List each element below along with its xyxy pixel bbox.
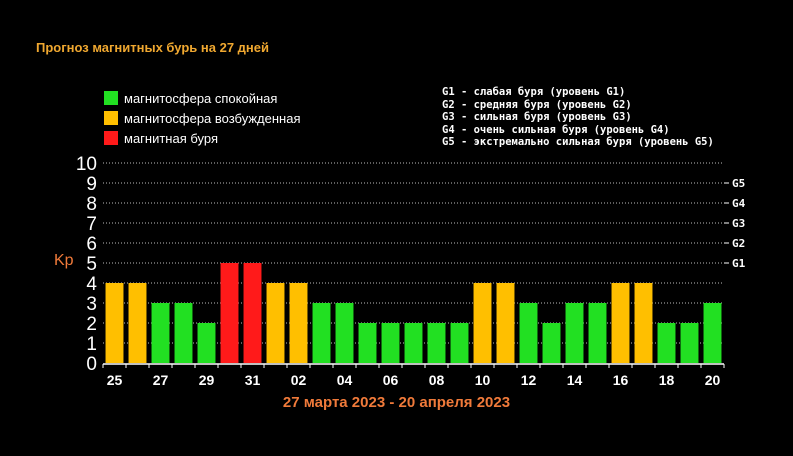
legend-item-quiet: магнитосфера спокойная (104, 88, 301, 108)
x-tick-label: 29 (199, 372, 215, 388)
bar (381, 323, 400, 363)
legend-swatch-quiet (104, 91, 118, 105)
y-tick-label: 1 (86, 334, 97, 355)
x-tick-label: 14 (567, 372, 583, 388)
bar (657, 323, 676, 363)
bar (266, 283, 285, 363)
g-legend-g1: G1 - слабая буря (уровень G1) (442, 86, 626, 98)
bar (174, 303, 193, 363)
bar (335, 303, 354, 363)
g-tick-label: G3 (732, 217, 745, 230)
status-legend: магнитосфера спокойная магнитосфера возб… (104, 88, 301, 148)
y-tick-label: 3 (86, 294, 97, 315)
g-legend-g5: G5 - экстремально сильная буря (уровень … (442, 136, 714, 148)
g-level-legend: G1 - слабая буря (уровень G1) G2 - средн… (442, 86, 714, 149)
x-tick-label: 04 (337, 372, 353, 388)
legend-swatch-excited (104, 111, 118, 125)
x-tick-label: 08 (429, 372, 445, 388)
g-legend-g4: G4 - очень сильная буря (уровень G4) (442, 123, 670, 136)
g-tick-label: G5 (732, 177, 745, 190)
bar (243, 263, 262, 363)
bar (427, 323, 446, 363)
legend-swatch-storm (104, 131, 118, 145)
x-tick-label: 02 (291, 372, 307, 388)
bar (496, 283, 515, 363)
bar (565, 303, 584, 363)
x-tick-label: 18 (659, 372, 675, 388)
y-tick-label: 10 (76, 154, 97, 175)
g-tick-label: G2 (732, 237, 745, 250)
x-tick-label: 27 (153, 372, 169, 388)
g-legend-g3: G3 - сильная буря (уровень G3) (442, 111, 632, 123)
bar (404, 323, 423, 363)
y-tick-label: 8 (86, 194, 97, 215)
bar (197, 323, 216, 363)
bar (312, 303, 331, 363)
y-axis-label: Kp (54, 252, 74, 269)
x-tick-label: 16 (613, 372, 629, 388)
date-range: 27 марта 2023 - 20 апреля 2023 (282, 394, 511, 411)
bar (128, 283, 147, 363)
legend-item-storm: магнитная буря (104, 128, 301, 148)
g-legend-g2: G2 - средняя буря (уровень G2) (442, 98, 632, 111)
bar (542, 323, 561, 363)
chart-title: Прогноз магнитных бурь на 27 дней (36, 40, 269, 55)
bar (634, 283, 653, 363)
legend-label-quiet: магнитосфера спокойная (124, 90, 278, 106)
bar (358, 323, 377, 363)
x-tick-label: 31 (245, 372, 261, 388)
y-tick-label: 2 (86, 314, 97, 335)
y-tick-label: 7 (86, 214, 97, 235)
g-tick-label: G1 (732, 257, 746, 270)
y-tick-label: 6 (86, 234, 97, 255)
y-tick-label: 4 (86, 274, 97, 295)
bar (289, 283, 308, 363)
x-tick-label: 10 (475, 372, 491, 388)
bar (611, 283, 630, 363)
x-tick-label: 25 (107, 372, 123, 388)
legend-item-excited: магнитосфера возбужденная (104, 108, 301, 128)
g-tick-label: G4 (732, 197, 746, 210)
x-tick-label: 20 (705, 372, 721, 388)
x-tick-label: 12 (521, 372, 537, 388)
y-tick-label: 5 (86, 254, 97, 275)
bar (220, 263, 239, 363)
bar (450, 323, 469, 363)
x-tick-label: 06 (383, 372, 399, 388)
bar (151, 303, 170, 363)
bar (473, 283, 492, 363)
y-tick-label: 0 (86, 354, 97, 375)
legend-label-storm: магнитная буря (124, 130, 219, 146)
bar (703, 303, 722, 363)
bar (105, 283, 124, 363)
y-tick-label: 9 (86, 174, 97, 195)
legend-label-excited: магнитосфера возбужденная (124, 110, 301, 126)
bar (519, 303, 538, 363)
bar (680, 323, 699, 363)
bar (588, 303, 607, 363)
